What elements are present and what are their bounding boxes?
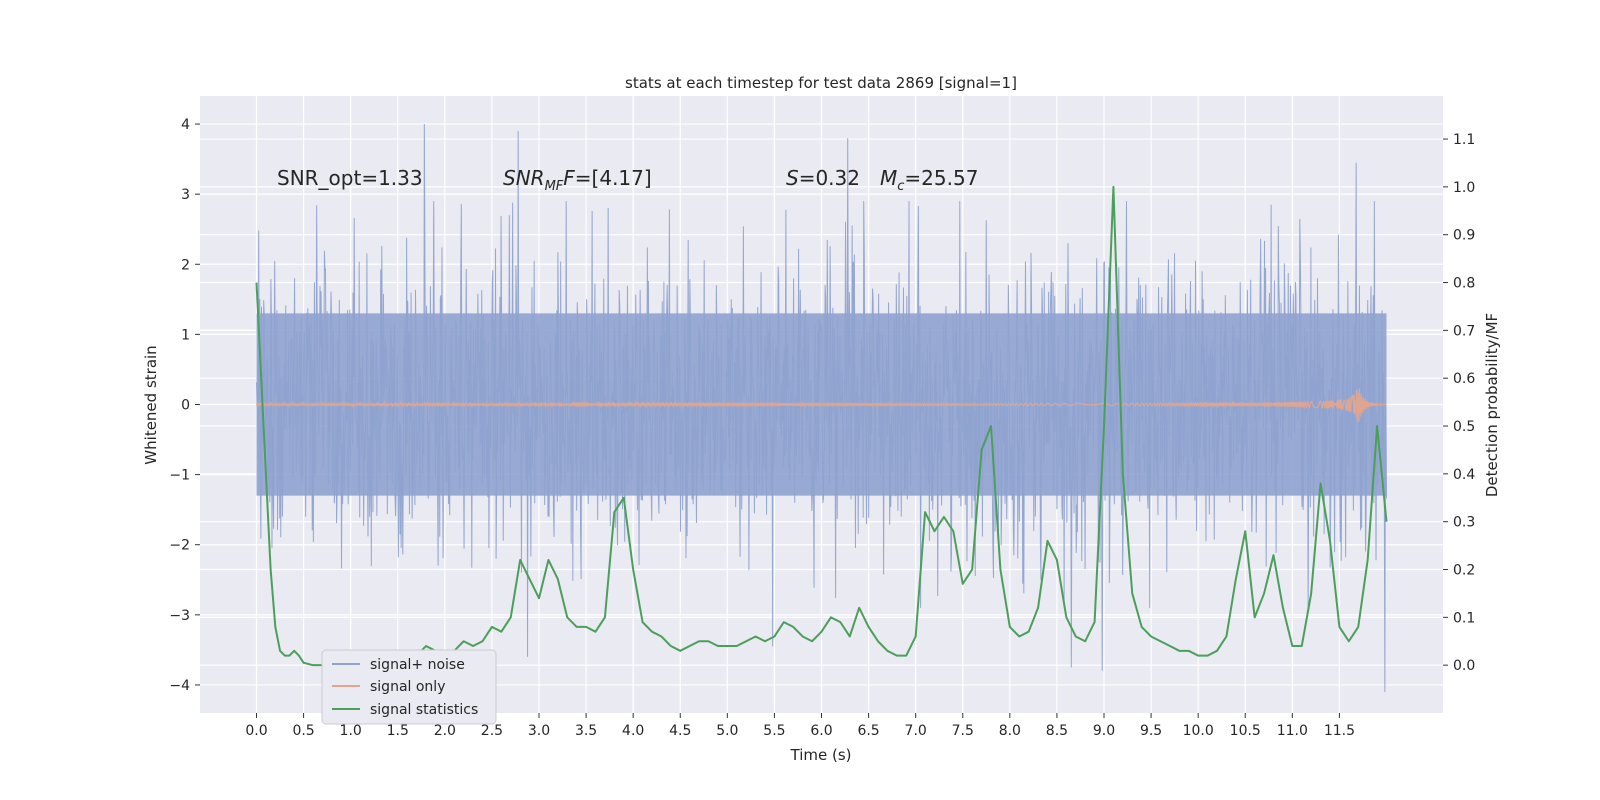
y-right-axis-ticks: 1.1 1.0 0.9 0.8 0.7 0.6 0.5 0.4 0.3 0.2 0.1 0.0 [1443, 132, 1475, 674]
x-tick-label: 3.5 [575, 723, 597, 739]
y-tick-label: 3 [181, 187, 190, 203]
y-tick-label: 0 [181, 398, 190, 414]
y-right-tick-label: 0.4 [1453, 467, 1475, 483]
x-tick-label: 8.5 [1046, 723, 1068, 739]
x-tick-label: 6.0 [810, 723, 832, 739]
x-axis-ticks: 0.0 0.5 1.0 1.5 2.0 2.5 3.0 3.5 4.0 4.5 5.0 5.5 6.0 6… [245, 713, 1355, 739]
y-right-axis-label: Detection probability/MF [1483, 313, 1501, 497]
annotation-snr-opt: SNR_opt=1.33 [277, 166, 423, 190]
x-tick-label: 8.0 [999, 723, 1021, 739]
y-right-tick-label: 0.2 [1453, 563, 1475, 579]
y-right-tick-label: 1.0 [1453, 180, 1475, 196]
x-tick-label: 1.0 [340, 723, 362, 739]
x-tick-label: 10.5 [1230, 723, 1261, 739]
x-tick-label: 11.5 [1324, 723, 1355, 739]
legend-label-signal-statistics: signal statistics [370, 702, 478, 718]
y-tick-label: −1 [169, 468, 190, 484]
x-tick-label: 10.0 [1183, 723, 1214, 739]
y-tick-label: 4 [181, 117, 190, 133]
x-tick-label: 0.5 [292, 723, 314, 739]
signal-only-line [255, 388, 1387, 422]
x-tick-label: 1.5 [387, 723, 409, 739]
x-tick-label: 2.0 [434, 723, 456, 739]
y-right-tick-label: 0.8 [1453, 276, 1475, 292]
x-tick-label: 7.0 [905, 723, 927, 739]
x-tick-label: 4.0 [622, 723, 644, 739]
y-right-tick-label: 0.7 [1453, 323, 1475, 339]
y-right-tick-label: 0.9 [1453, 228, 1475, 244]
annotation-mc: Mc=25.57 [880, 166, 978, 194]
legend-box [321, 649, 497, 725]
x-tick-label: 7.5 [952, 723, 974, 739]
y-right-tick-label: 0.6 [1453, 371, 1475, 387]
x-tick-label: 9.5 [1140, 723, 1162, 739]
y-right-tick-label: 1.1 [1453, 132, 1475, 148]
y-tick-label: −2 [169, 538, 190, 554]
annotation-s: S=0.32 [786, 166, 860, 190]
x-tick-label: 0.0 [245, 723, 267, 739]
y-right-tick-label: 0.5 [1453, 419, 1475, 435]
y-tick-label: −3 [169, 608, 190, 624]
y-right-tick-label: 0.1 [1453, 610, 1475, 626]
chart-title: stats at each timestep for test data 286… [625, 74, 1017, 92]
legend-label-signal-noise: signal+ noise [370, 657, 465, 673]
annotation-snr-mf: SNRMFF=[4.17] [503, 166, 652, 194]
x-tick-label: 3.0 [528, 723, 550, 739]
y-tick-label: 2 [181, 257, 190, 273]
y-tick-label: 1 [181, 327, 190, 343]
legend: signal+ noise signal only signal statist… [321, 649, 497, 725]
x-tick-label: 4.5 [669, 723, 691, 739]
x-tick-label: 5.0 [716, 723, 738, 739]
y-axis-label: Whitened strain [142, 345, 160, 464]
signal-only-series [255, 388, 1387, 422]
x-tick-label: 5.5 [763, 723, 785, 739]
legend-label-signal-only: signal only [370, 679, 445, 695]
y-tick-label: −4 [169, 678, 190, 694]
x-tick-label: 2.5 [481, 723, 503, 739]
x-axis-label: Time (s) [790, 746, 852, 764]
y-right-tick-label: 0.0 [1453, 658, 1475, 674]
x-tick-label: 9.0 [1093, 723, 1115, 739]
x-tick-label: 6.5 [857, 723, 879, 739]
x-tick-label: 11.0 [1277, 723, 1308, 739]
y-right-tick-label: 0.3 [1453, 515, 1475, 531]
y-axis-ticks: 4 3 2 1 0 −1 −2 −3 −4 [169, 117, 200, 694]
